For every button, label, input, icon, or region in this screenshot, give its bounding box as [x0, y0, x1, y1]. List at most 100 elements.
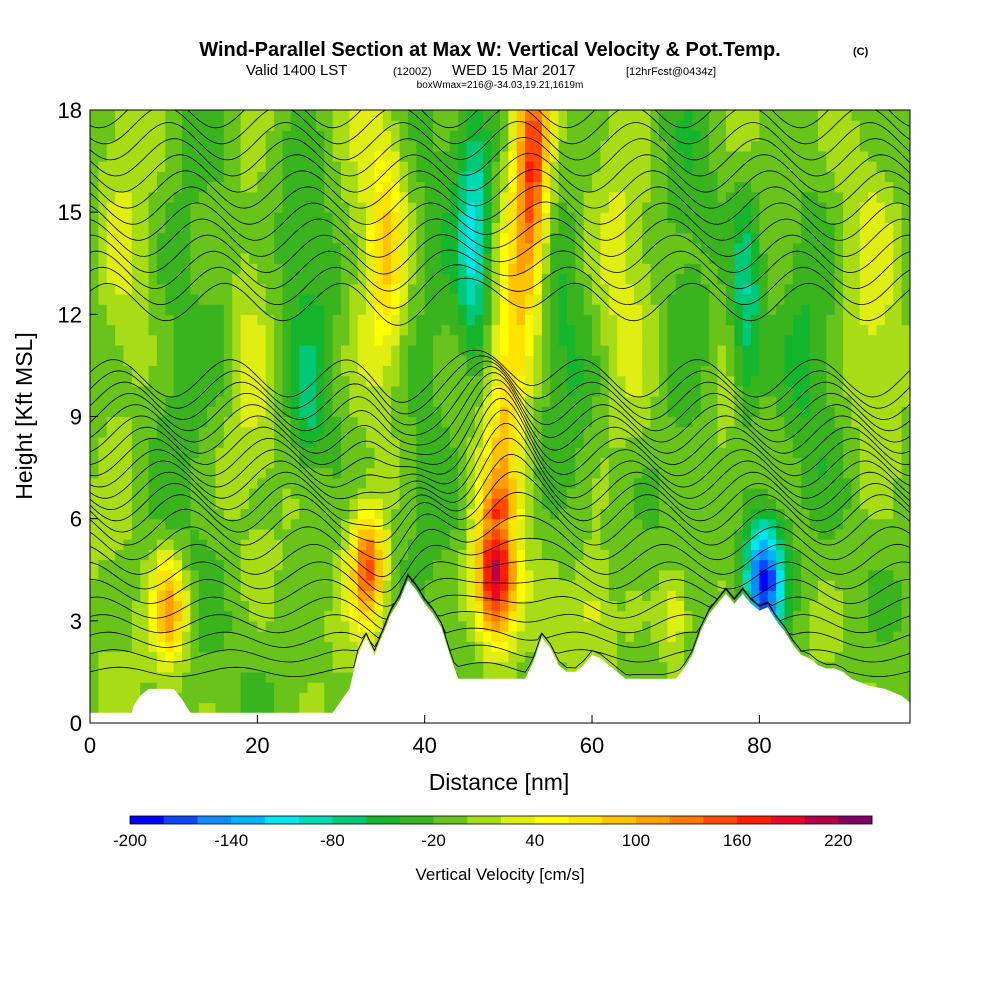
field-cell — [173, 467, 183, 479]
field-cell — [508, 140, 518, 152]
field-cell — [131, 610, 141, 622]
field-cell — [131, 661, 141, 673]
field-cell — [173, 385, 183, 397]
field-cell — [575, 181, 585, 193]
field-cell — [508, 222, 518, 234]
field-cell — [324, 426, 334, 438]
field-cell — [399, 120, 409, 132]
field-cell — [583, 212, 593, 223]
field-cell — [692, 508, 702, 520]
field-cell — [90, 426, 99, 438]
field-cell — [274, 467, 284, 479]
field-cell — [642, 140, 652, 152]
field-cell — [324, 314, 334, 326]
field-cell — [474, 181, 484, 193]
field-cell — [416, 528, 426, 540]
field-cell — [625, 600, 635, 612]
field-cell — [165, 671, 175, 683]
field-cell — [165, 181, 175, 193]
field-cell — [667, 518, 677, 530]
field-cell — [282, 110, 292, 121]
field-cell — [458, 273, 468, 285]
field-cell — [483, 150, 493, 162]
field-cell — [349, 120, 359, 132]
field-cell — [165, 293, 175, 305]
field-cell — [399, 283, 409, 295]
field-cell — [391, 355, 401, 367]
field-cell — [458, 293, 468, 305]
field-cell — [583, 498, 593, 510]
field-cell — [717, 406, 727, 418]
field-cell — [324, 590, 334, 601]
field-cell — [349, 508, 359, 520]
field-cell — [106, 508, 116, 520]
field-cell — [98, 467, 108, 479]
field-cell — [600, 334, 610, 346]
field-cell — [282, 263, 292, 275]
field-cell — [692, 304, 702, 315]
field-cell — [265, 579, 275, 591]
field-cell — [575, 426, 585, 438]
field-cell — [215, 365, 225, 377]
field-cell — [650, 610, 660, 622]
field-cell — [366, 293, 376, 305]
field-cell — [550, 253, 560, 264]
field-cell — [399, 406, 409, 418]
field-cell — [725, 171, 735, 183]
field-cell — [165, 569, 175, 581]
field-cell — [642, 375, 652, 387]
field-cell — [98, 488, 108, 499]
field-cell — [324, 692, 334, 704]
field-cell — [382, 222, 392, 234]
field-cell — [458, 355, 468, 367]
field-cell — [366, 232, 376, 244]
field-cell — [625, 436, 635, 448]
field-cell — [633, 518, 643, 530]
field-cell — [658, 150, 668, 162]
field-cell — [315, 457, 325, 469]
field-cell — [182, 508, 192, 520]
field-cell — [500, 110, 509, 121]
field-cell — [633, 161, 643, 172]
field-cell — [516, 150, 526, 162]
field-cell — [592, 150, 602, 162]
field-cell — [115, 110, 125, 121]
field-cell — [642, 631, 652, 642]
field-cell — [148, 222, 158, 234]
field-cell — [642, 528, 652, 540]
field-cell — [684, 161, 694, 172]
field-cell — [725, 232, 735, 244]
field-cell — [675, 426, 685, 438]
field-cell — [391, 569, 401, 581]
field-cell — [617, 181, 627, 193]
field-cell — [156, 110, 166, 121]
field-cell — [106, 569, 116, 581]
field-cell — [433, 579, 443, 591]
field-cell — [709, 590, 719, 601]
field-cell — [257, 620, 267, 632]
field-cell — [709, 324, 719, 336]
field-cell — [717, 150, 727, 162]
field-cell — [131, 191, 141, 203]
field-cell — [734, 416, 744, 428]
field-cell — [516, 242, 526, 254]
field-cell — [274, 426, 284, 438]
field-cell — [115, 508, 125, 520]
field-cell — [215, 253, 225, 264]
field-cell — [215, 344, 225, 356]
field-cell — [566, 232, 576, 244]
field-cell — [633, 150, 643, 162]
field-cell — [232, 130, 242, 142]
field-cell — [240, 641, 250, 653]
field-cell — [675, 579, 685, 591]
field-cell — [583, 579, 593, 591]
field-cell — [583, 569, 593, 581]
field-cell — [541, 314, 551, 326]
field-cell — [625, 426, 635, 438]
field-cell — [282, 549, 292, 561]
field-cell — [650, 467, 660, 479]
field-cell — [90, 682, 99, 693]
field-cell — [257, 641, 267, 653]
field-cell — [650, 416, 660, 428]
field-cell — [625, 253, 635, 264]
